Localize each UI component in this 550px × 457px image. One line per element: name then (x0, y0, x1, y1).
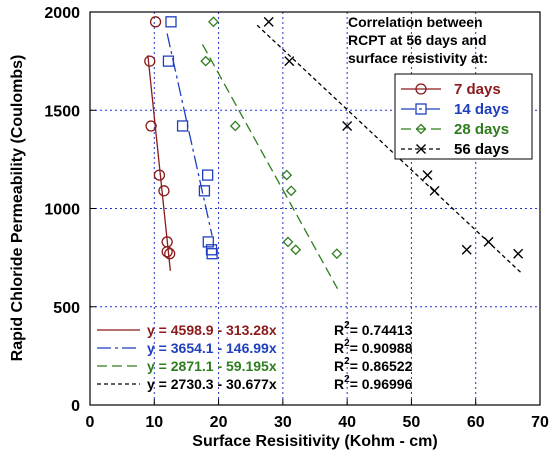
x-tick-label: 10 (145, 414, 163, 431)
data-point (483, 236, 494, 247)
annotation: Correlation between RCPT at 56 days and … (348, 14, 488, 66)
data-point (415, 83, 427, 95)
data-point (415, 103, 427, 115)
data-point (200, 55, 212, 67)
equations: y = 4598.9 - 313.28x R2= 0.74413 y = 3654.… (97, 320, 413, 392)
data-point (285, 185, 297, 197)
equation-text: y = 4598.9 - 313.28x (147, 322, 277, 338)
data-point (422, 170, 433, 181)
data-point (461, 244, 472, 255)
data-point (281, 169, 293, 181)
fit-line-4 (256, 24, 522, 273)
fit-line-3 (201, 44, 339, 289)
y-axis: 0 500 1000 1500 2000 (44, 5, 96, 415)
data-point (513, 248, 524, 259)
data-point (144, 55, 156, 67)
y-tick-label: 1500 (44, 103, 80, 120)
x-tick-label: 20 (210, 414, 228, 431)
data-point (208, 16, 219, 28)
y-tick-label: 1000 (44, 202, 80, 219)
data-point (282, 236, 294, 248)
x-axis: 0 10 20 30 40 50 60 70 (86, 399, 549, 431)
y-tick-label: 2000 (44, 5, 80, 22)
data-point (202, 236, 214, 248)
x-tick-label: 50 (403, 414, 421, 431)
fit-lines (147, 24, 522, 289)
r-squared-text: R2= 0.96996 (334, 374, 413, 392)
data-point (198, 185, 211, 197)
x-tick-label: 70 (531, 414, 549, 431)
annotation-line-3: surface resistivity at: (348, 50, 488, 66)
grid (90, 12, 540, 405)
x-tick-label: 60 (467, 414, 485, 431)
legend-label: 7 days (454, 81, 501, 98)
data-point (164, 248, 176, 260)
x-tick-label: 40 (338, 414, 356, 431)
data-point (162, 55, 175, 67)
data-point (290, 244, 302, 256)
data-point (416, 144, 426, 154)
data-point (153, 169, 166, 181)
data-point (284, 56, 295, 67)
data-point (415, 123, 427, 135)
data-point (206, 248, 218, 260)
data-point (149, 16, 162, 28)
y-tick-label: 500 (53, 300, 80, 317)
legend-label: 56 days (454, 141, 509, 158)
data-point (161, 246, 173, 258)
fit-line-1 (147, 55, 172, 271)
annotation-line-1: Correlation between (348, 14, 483, 30)
equation-text: y = 2730.3 - 30.677x (147, 376, 277, 392)
legend-label: 14 days (454, 101, 509, 118)
r-squared-text: R2= 0.90988 (334, 338, 413, 356)
fit-line-2 (166, 33, 213, 236)
data-point (331, 248, 343, 260)
x-tick-label: 30 (274, 414, 292, 431)
data-point (429, 185, 440, 196)
data-point (263, 16, 274, 27)
y-axis-label: Rapid Chloride Permeability (Coulombs) (9, 55, 26, 362)
r-squared-text: R2= 0.74413 (334, 320, 413, 338)
data-point (145, 120, 157, 132)
r-squared-text: R2= 0.86522 (334, 356, 413, 374)
data-point (158, 185, 170, 197)
legend-label: 28 days (454, 121, 509, 138)
x-tick-label: 0 (86, 414, 95, 431)
annotation-line-2: RCPT at 56 days and (348, 32, 487, 48)
data-point (229, 120, 241, 132)
legend-box (394, 73, 533, 160)
y-tick-label: 0 (71, 398, 80, 415)
x-axis-label: Surface Resisitivity (Kohm - cm) (192, 433, 437, 450)
data-points (144, 16, 524, 260)
data-point (176, 120, 189, 132)
equation-text: y = 2871.1 - 59.195x (147, 358, 277, 374)
data-point (165, 16, 177, 28)
data-point (342, 120, 353, 131)
equation-text: y = 3654.1 - 146.99x (147, 340, 277, 356)
data-point (201, 169, 214, 181)
legend: 7 days 14 days 28 days 56 days (401, 81, 509, 158)
